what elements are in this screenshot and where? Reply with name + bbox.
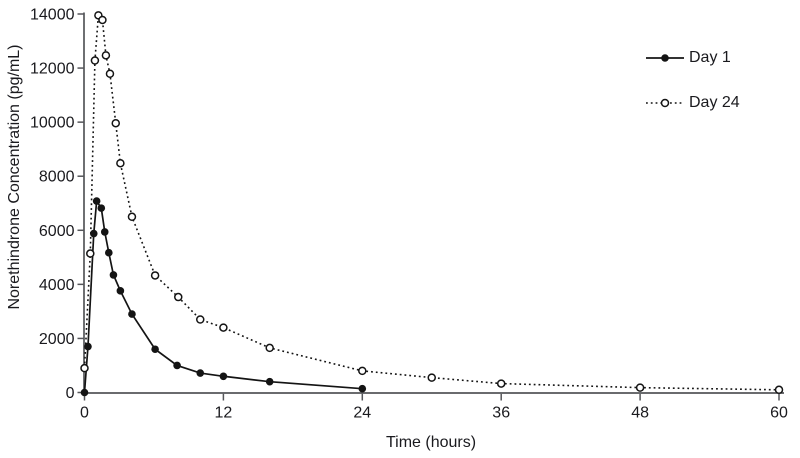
data-point-day-24: [116, 158, 125, 168]
x-tick-label: 0: [80, 405, 89, 422]
day-1-line-swatch: [646, 54, 684, 62]
data-point-day-1: [265, 377, 274, 386]
data-point-day-1: [196, 369, 205, 377]
data-point-day-24: [774, 385, 784, 395]
data-point-day-24: [111, 118, 120, 128]
legend-item-day-1: Day 1: [645, 48, 740, 68]
data-point-day-1: [97, 204, 106, 212]
x-tick-label: 12: [215, 405, 233, 422]
data-point-day-24: [105, 69, 115, 78]
data-point-day-1: [219, 372, 228, 381]
data-point-day-24: [219, 323, 228, 332]
data-point-day-24: [101, 51, 111, 60]
open-circle-icon: [660, 98, 670, 108]
y-tick-label: 4000: [39, 277, 75, 294]
series-line-day-24: [83, 13, 780, 391]
data-point-day-1: [151, 345, 159, 354]
legend-label-day-24: Day 24: [689, 94, 740, 111]
data-point-day-1: [116, 287, 125, 295]
data-point-day-1: [100, 228, 109, 236]
y-tick-label: 8000: [39, 169, 75, 186]
data-point-day-24: [635, 383, 645, 392]
x-tick-label: 36: [492, 405, 510, 422]
legend-label-day-1: Day 1: [689, 49, 731, 66]
filled-circle-icon: [661, 54, 669, 62]
y-tick-label: 0: [66, 385, 75, 402]
day-24-line-swatch: [646, 98, 684, 108]
x-tick-label: 48: [631, 405, 649, 422]
y-axis-title: Norethindrone Concentration (pg/mL): [6, 44, 23, 310]
data-point-day-1: [109, 271, 118, 279]
data-point-day-1: [173, 361, 181, 370]
data-point-day-1: [84, 342, 92, 351]
data-point-day-24: [196, 315, 205, 324]
data-point-day-24: [496, 379, 506, 388]
y-tick-label: 12000: [30, 61, 75, 78]
data-point-day-1: [358, 384, 367, 393]
y-tick-label: 10000: [30, 115, 75, 132]
data-point-day-1: [89, 229, 98, 238]
data-point-day-1: [128, 310, 136, 318]
y-tick-label: 14000: [30, 7, 75, 24]
y-tick-label: 2000: [39, 331, 75, 348]
data-point-day-24: [427, 373, 436, 382]
x-tick-label: 60: [770, 405, 788, 422]
data-point-day-24: [90, 56, 100, 65]
data-point-day-24: [150, 271, 160, 280]
data-point-day-24: [127, 212, 137, 222]
legend: Day 1 Day 24: [645, 48, 740, 138]
y-tick-label: 6000: [39, 223, 75, 240]
data-point-day-24: [265, 343, 274, 353]
legend-item-day-24: Day 24: [645, 93, 740, 113]
series-line-day-1: [83, 198, 363, 393]
data-point-day-24: [358, 366, 367, 376]
data-point-day-24: [98, 15, 107, 25]
data-point-day-1: [80, 388, 89, 397]
data-point-day-1: [92, 197, 101, 205]
x-tick-label: 24: [353, 405, 371, 422]
data-point-day-24: [86, 249, 95, 258]
data-point-day-1: [105, 248, 113, 257]
data-point-day-24: [174, 292, 183, 302]
x-axis-title: Time (hours): [385, 434, 477, 451]
data-point-day-24: [80, 363, 89, 373]
